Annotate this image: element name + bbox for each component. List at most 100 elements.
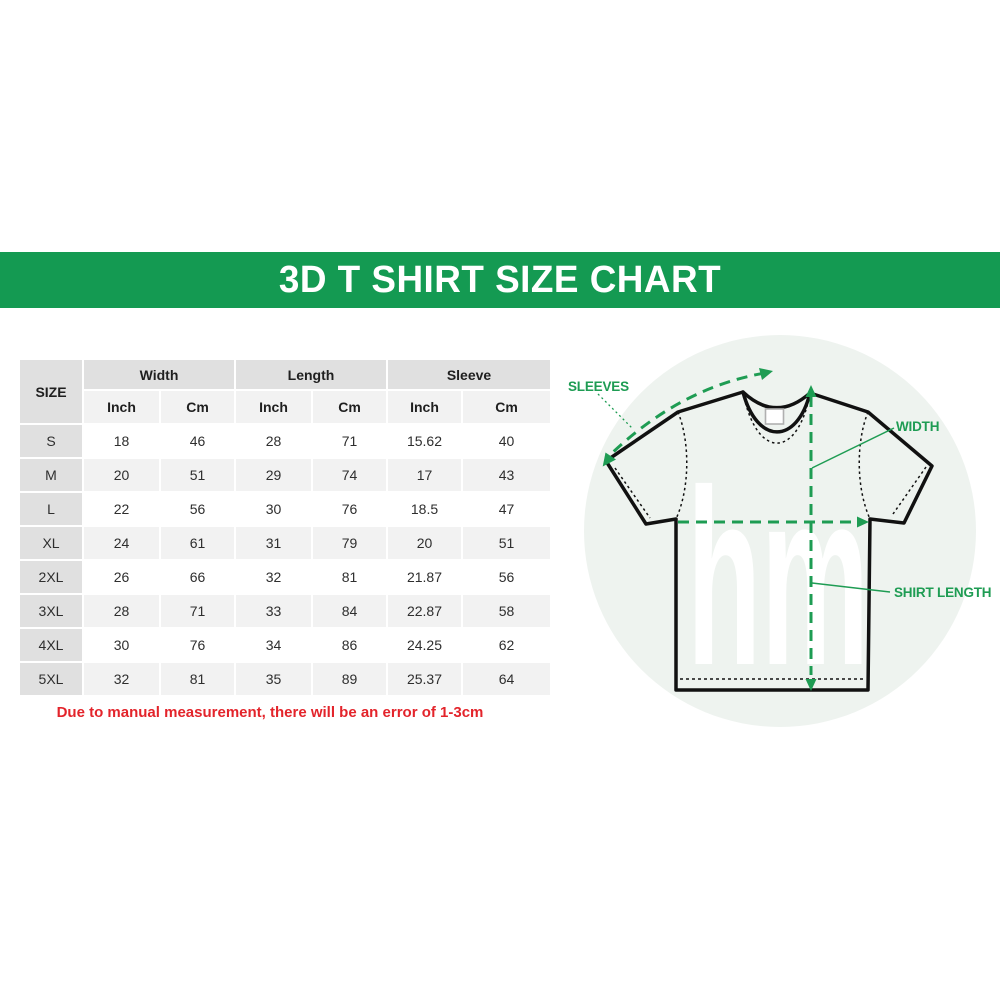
size-label: 5XL (20, 663, 82, 695)
table-row-l: L 22 56 30 76 18.5 47 (20, 493, 550, 525)
right-sleeve-hem-stitch (892, 466, 927, 515)
unit-header-length-inch: Inch (236, 391, 311, 423)
cell-value: 58 (463, 595, 550, 627)
cell-value: 17 (388, 459, 461, 491)
cell-value: 86 (313, 629, 386, 661)
arrowhead-right (857, 516, 869, 528)
page-title: 3D T SHIRT SIZE CHART (278, 258, 722, 301)
cell-value: 30 (84, 629, 159, 661)
cell-value: 22.87 (388, 595, 461, 627)
cell-value: 35 (236, 663, 311, 695)
cell-value: 18 (84, 425, 159, 457)
label-leader-lines (597, 393, 895, 593)
cell-value: 33 (236, 595, 311, 627)
cell-value: 51 (463, 527, 550, 559)
measurement-arrows (605, 371, 856, 675)
cell-value: 81 (161, 663, 234, 695)
cell-value: 47 (463, 493, 550, 525)
cell-value: 81 (313, 561, 386, 593)
cell-value: 26 (84, 561, 159, 593)
cell-value: 28 (84, 595, 159, 627)
cell-value: 20 (388, 527, 461, 559)
unit-header-width-inch: Inch (84, 391, 159, 423)
size-label: M (20, 459, 82, 491)
collar-tag (764, 408, 785, 425)
size-label: 4XL (20, 629, 82, 661)
size-table-container: SIZE Width Length Sleeve Inch Cm Inch Cm… (18, 358, 552, 697)
cell-value: 56 (161, 493, 234, 525)
cell-value: 76 (161, 629, 234, 661)
column-group-width: Width (84, 360, 234, 389)
arrowhead-sleeve-top (759, 368, 773, 380)
unit-header-sleeve-inch: Inch (388, 391, 461, 423)
table-row-xl: XL 24 61 31 79 20 51 (20, 527, 550, 559)
collar-band (741, 390, 812, 434)
cell-value: 56 (463, 561, 550, 593)
cell-value: 24 (84, 527, 159, 559)
sleeve-arrow-curve (605, 371, 766, 460)
cell-value: 29 (236, 459, 311, 491)
cell-value: 61 (161, 527, 234, 559)
cell-value: 74 (313, 459, 386, 491)
table-row-4xl: 4XL 30 76 34 86 24.25 62 (20, 629, 550, 661)
sleeves-leader-line (597, 393, 633, 429)
sleeves-label: SLEEVES (568, 379, 629, 394)
size-label: 2XL (20, 561, 82, 593)
arrowhead-down (805, 679, 817, 691)
cell-value: 89 (313, 663, 386, 695)
arrowheads (602, 368, 869, 691)
table-row-5xl: 5XL 32 81 35 89 25.37 64 (20, 663, 550, 695)
cell-value: 43 (463, 459, 550, 491)
cell-value: 46 (161, 425, 234, 457)
cell-value: 32 (84, 663, 159, 695)
table-row-3xl: 3XL 28 71 33 84 22.87 58 (20, 595, 550, 627)
size-table: SIZE Width Length Sleeve Inch Cm Inch Cm… (18, 358, 552, 697)
cell-value: 24.25 (388, 629, 461, 661)
unit-header-sleeve-cm: Cm (463, 391, 550, 423)
cell-value: 71 (313, 425, 386, 457)
width-label: WIDTH (896, 419, 939, 434)
cell-value: 34 (236, 629, 311, 661)
size-label: XL (20, 527, 82, 559)
table-row-2xl: 2XL 26 66 32 81 21.87 56 (20, 561, 550, 593)
size-label: S (20, 425, 82, 457)
unit-header-length-cm: Cm (313, 391, 386, 423)
watermark-circle (584, 335, 976, 727)
cell-value: 22 (84, 493, 159, 525)
size-label: L (20, 493, 82, 525)
cell-value: 76 (313, 493, 386, 525)
cell-value: 71 (161, 595, 234, 627)
cell-value: 40 (463, 425, 550, 457)
size-label: 3XL (20, 595, 82, 627)
cell-value: 25.37 (388, 663, 461, 695)
column-group-length: Length (236, 360, 386, 389)
cell-value: 28 (236, 425, 311, 457)
measurement-note: Due to manual measurement, there will be… (56, 704, 484, 721)
arrowhead-up (805, 385, 817, 397)
watermark-logo: hm (687, 438, 869, 717)
shirt-length-leader-line (811, 582, 891, 593)
unit-header-width-cm: Cm (161, 391, 234, 423)
cell-value: 84 (313, 595, 386, 627)
cell-value: 21.87 (388, 561, 461, 593)
cell-value: 20 (84, 459, 159, 491)
table-row-m: M 20 51 29 74 17 43 (20, 459, 550, 491)
tshirt-measurement-diagram: hm (568, 335, 992, 727)
cell-value: 62 (463, 629, 550, 661)
arrowhead-sleeve-tip (602, 452, 616, 467)
cell-value: 15.62 (388, 425, 461, 457)
shirt-length-label: SHIRT LENGTH (894, 585, 991, 600)
cell-value: 18.5 (388, 493, 461, 525)
cell-value: 31 (236, 527, 311, 559)
table-row-s: S 18 46 28 71 15.62 40 (20, 425, 550, 457)
width-leader-line (811, 427, 895, 469)
left-sleeve-hem-stitch (614, 467, 651, 519)
cell-value: 51 (161, 459, 234, 491)
column-header-size: SIZE (20, 360, 82, 423)
cell-value: 32 (236, 561, 311, 593)
title-banner: 3D T SHIRT SIZE CHART (0, 252, 1000, 308)
cell-value: 66 (161, 561, 234, 593)
cell-value: 64 (463, 663, 550, 695)
cell-value: 30 (236, 493, 311, 525)
